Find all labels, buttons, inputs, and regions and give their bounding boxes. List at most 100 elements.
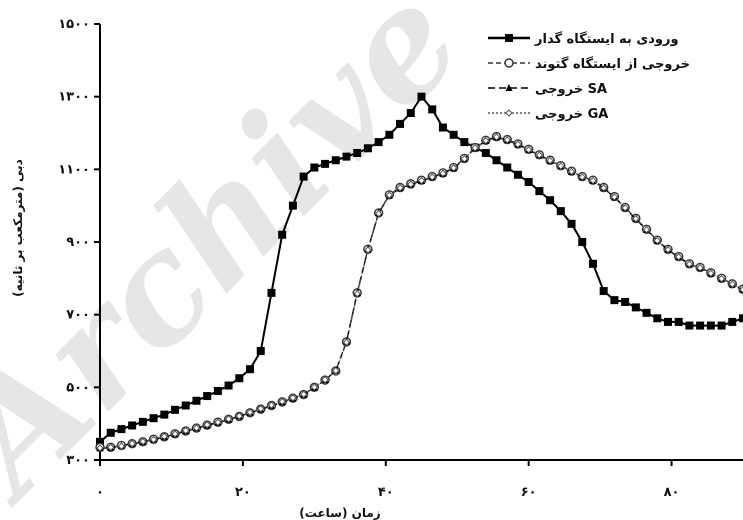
- data-point-series-4: [460, 155, 469, 163]
- data-point-series-4: [407, 180, 415, 188]
- data-point-series-1: [331, 156, 340, 165]
- data-point-series-4: [492, 133, 501, 141]
- data-point-series-1: [106, 428, 115, 437]
- data-point-series-1: [310, 163, 319, 172]
- data-point-series-4: [599, 184, 608, 192]
- data-point-series-1: [138, 417, 147, 426]
- data-point-series-1: [513, 170, 522, 179]
- data-point-series-1: [428, 105, 437, 114]
- data-point-series-1: [739, 314, 743, 323]
- y-axis-title: دبی (مترمکعب بر ثانیه): [11, 159, 25, 297]
- y-tick-label: ۵۰۰: [66, 380, 90, 395]
- data-point-series-1: [96, 437, 104, 446]
- data-point-series-1: [385, 130, 394, 139]
- data-point-series-4: [707, 269, 715, 277]
- x-tick-label: ۲۰: [235, 485, 251, 500]
- data-point-series-4: [374, 209, 383, 218]
- data-point-series-4: [642, 225, 651, 234]
- x-tick-label: ۶۰: [521, 485, 537, 500]
- data-point-series-1: [203, 392, 212, 401]
- data-point-series-4: [728, 280, 736, 288]
- data-point-series-4: [717, 274, 726, 283]
- data-point-series-4: [171, 430, 179, 438]
- data-point-series-4: [439, 169, 447, 178]
- data-point-series-4: [535, 151, 544, 159]
- data-point-series-4: [524, 146, 533, 154]
- data-point-series-4: [289, 394, 297, 402]
- data-point-series-1: [696, 321, 705, 330]
- data-point-series-4: [567, 167, 576, 176]
- data-point-series-4: [503, 136, 511, 144]
- data-point-series-4: [310, 383, 319, 391]
- data-point-series-1: [535, 187, 544, 196]
- data-point-series-1: [278, 230, 287, 239]
- data-point-series-1: [213, 386, 222, 395]
- x-axis-title: زمان (ساعت): [299, 506, 381, 520]
- y-tick-label: ۳۰۰: [66, 453, 90, 468]
- data-point-series-1: [267, 288, 276, 297]
- y-tick-label: ۱۳۰۰: [58, 90, 90, 105]
- data-point-series-1: [321, 159, 330, 168]
- data-point-series-4: [696, 264, 704, 272]
- y-tick-label: ۹۰۰: [66, 235, 90, 250]
- data-point-series-1: [674, 317, 683, 326]
- x-tick-label: ۸۰: [664, 485, 680, 500]
- data-point-series-4: [621, 204, 629, 212]
- data-point-series-4: [117, 442, 126, 450]
- data-point-series-1: [653, 314, 662, 323]
- data-point-series-4: [739, 285, 743, 294]
- legend-label-2: خروجی از ایستگاه گتوند: [535, 56, 690, 72]
- y-tick-label: ۱۱۰۰: [58, 162, 90, 177]
- data-point-series-4: [546, 156, 554, 165]
- data-point-series-4: [203, 421, 211, 429]
- data-point-series-4: [128, 439, 136, 448]
- data-point-series-4: [471, 144, 479, 152]
- data-point-series-1: [567, 219, 576, 228]
- data-point-series-4: [192, 424, 201, 432]
- data-point-series-1: [438, 123, 447, 132]
- data-point-series-4: [653, 236, 661, 245]
- data-point-series-1: [706, 321, 715, 330]
- data-point-series-4: [353, 289, 361, 298]
- data-point-series-4: [342, 338, 351, 346]
- data-point-series-1: [642, 308, 651, 317]
- data-point-series-1: [685, 321, 694, 330]
- data-point-series-1: [192, 396, 201, 405]
- data-point-series-1: [374, 138, 383, 147]
- legend-label-3: خروجی SA: [535, 82, 607, 97]
- data-point-series-1: [171, 405, 180, 414]
- data-point-series-4: [364, 246, 372, 254]
- data-point-series-1: [481, 148, 490, 157]
- data-point-series-4: [107, 443, 115, 451]
- data-point-series-4: [257, 405, 265, 413]
- data-point-series-4: [149, 435, 158, 444]
- data-point-series-1: [524, 178, 533, 187]
- data-point-series-1: [556, 207, 565, 216]
- data-point-series-4: [482, 136, 490, 145]
- data-point-series-4: [267, 401, 276, 409]
- data-point-series-1: [599, 287, 608, 296]
- data-point-series-1: [492, 156, 501, 165]
- data-point-series-1: [406, 109, 415, 118]
- x-tick-label: ۴۰: [378, 485, 394, 500]
- data-point-series-4: [610, 193, 619, 201]
- data-point-series-4: [96, 444, 104, 452]
- legend-marker-1: [505, 34, 513, 42]
- data-point-series-1: [578, 238, 587, 246]
- data-point-series-1: [160, 410, 169, 419]
- data-point-series-1: [299, 172, 308, 181]
- data-point-series-1: [449, 130, 458, 139]
- data-point-series-4: [224, 415, 233, 423]
- data-point-series-1: [417, 92, 426, 101]
- legend-marker-4: [505, 109, 513, 117]
- data-point-series-4: [514, 140, 522, 148]
- legend-label-4: خروجی GA: [535, 107, 608, 122]
- y-tick-label: ۱۵۰۰: [58, 17, 90, 32]
- data-point-series-1: [363, 144, 372, 153]
- data-point-series-1: [235, 374, 244, 383]
- data-point-series-1: [149, 414, 158, 423]
- legend-marker-3: [505, 84, 513, 91]
- data-point-series-1: [663, 317, 672, 326]
- data-point-series-1: [128, 421, 137, 430]
